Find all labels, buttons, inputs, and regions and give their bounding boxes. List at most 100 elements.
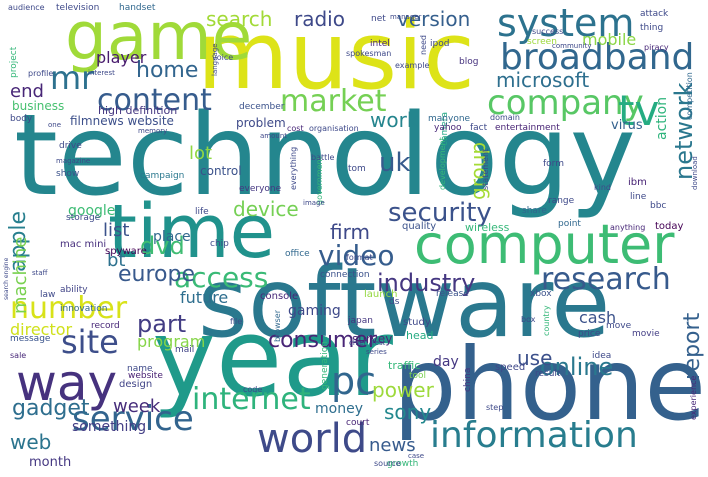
word-statement: statement bbox=[481, 148, 490, 190]
word-move: move bbox=[606, 321, 632, 331]
word-phone: phone bbox=[393, 326, 706, 443]
word-government: government bbox=[315, 156, 324, 205]
word-money: money bbox=[315, 401, 363, 417]
word-ability: ability bbox=[60, 285, 88, 295]
word-speed: speed bbox=[495, 362, 526, 373]
word-business: business bbox=[12, 99, 65, 113]
word-share: share bbox=[522, 206, 547, 216]
word-net: net bbox=[371, 14, 386, 24]
word-generation: generation bbox=[320, 341, 330, 390]
word-head: head bbox=[406, 329, 434, 342]
word-service: service bbox=[72, 399, 194, 439]
word-download: download bbox=[691, 156, 699, 190]
word-box: box bbox=[521, 315, 536, 324]
word-code: code bbox=[243, 385, 263, 394]
word-movie: movie bbox=[632, 329, 660, 339]
word-handset: handset bbox=[119, 3, 156, 13]
word-file: file bbox=[230, 317, 243, 326]
word-access: access bbox=[174, 261, 269, 294]
word-japan: japan bbox=[348, 316, 373, 326]
word-security: security bbox=[388, 198, 492, 228]
word-mr: mr bbox=[50, 59, 95, 97]
word-computer: computer bbox=[414, 213, 675, 276]
word-browser: browser bbox=[273, 309, 282, 342]
word-life: life bbox=[195, 207, 209, 217]
word-storage: storage bbox=[66, 213, 101, 223]
word-launch: launch bbox=[364, 289, 398, 300]
word-success: success bbox=[532, 27, 564, 36]
word-number: number bbox=[10, 291, 128, 326]
word-pc: pc bbox=[331, 359, 377, 403]
word-end: end bbox=[10, 81, 44, 102]
word-spokesman: spokesman bbox=[346, 49, 392, 58]
word-filmnews-website: filmnews website bbox=[70, 114, 174, 128]
word-blog: blog bbox=[459, 57, 479, 67]
word-memory: memory bbox=[138, 127, 168, 135]
word-high-definition: high definition bbox=[98, 104, 178, 117]
word-sale: sale bbox=[10, 351, 27, 360]
word-system: system bbox=[497, 1, 635, 45]
word-europe: europe bbox=[118, 262, 195, 287]
word-internet: internet bbox=[192, 382, 311, 417]
word-dvd: dvd bbox=[140, 232, 185, 260]
word-message: message bbox=[10, 334, 51, 344]
word-need: need bbox=[419, 35, 428, 55]
word-release: release bbox=[436, 289, 469, 299]
word-web: web bbox=[10, 430, 52, 454]
word-search: search bbox=[206, 7, 273, 31]
word-tom: tom bbox=[348, 164, 366, 174]
word-intel: intel bbox=[370, 39, 390, 49]
word-spyware: spyware bbox=[105, 246, 147, 257]
word-broadband: broadband bbox=[500, 37, 695, 78]
word-result: result bbox=[535, 369, 561, 379]
word-device: device bbox=[233, 197, 299, 221]
word-staff: staff bbox=[32, 269, 48, 277]
word-idea: idea bbox=[592, 351, 612, 361]
word-competition: competition bbox=[685, 72, 694, 120]
word-manyone: manyone bbox=[428, 114, 471, 124]
word-line: line bbox=[630, 192, 647, 202]
word-format: format bbox=[346, 253, 373, 262]
word-piracy: piracy bbox=[644, 43, 669, 52]
word-bbc: bbc bbox=[650, 201, 667, 211]
word-mobile: mobile bbox=[582, 30, 637, 49]
word-traffic: traffic bbox=[388, 359, 421, 372]
word-country: country bbox=[542, 305, 551, 336]
word-cash: cash bbox=[579, 308, 617, 327]
word-radio: radio bbox=[294, 7, 345, 31]
word-future: future bbox=[180, 288, 229, 307]
word-project: project bbox=[9, 46, 19, 78]
word-source: source bbox=[374, 459, 401, 468]
word-tv: tv bbox=[618, 86, 660, 135]
word-campaign: campaign bbox=[140, 171, 185, 181]
word-week: week bbox=[113, 396, 161, 417]
word-chip: chip bbox=[210, 239, 229, 249]
word-price: price bbox=[578, 329, 601, 339]
word-development: development bbox=[438, 137, 447, 190]
word-step: step bbox=[486, 403, 504, 412]
word-director: director bbox=[10, 320, 73, 339]
word-point: point bbox=[558, 219, 581, 229]
word-player: player bbox=[96, 48, 147, 67]
word-interest: interest bbox=[88, 69, 115, 77]
word-program: program bbox=[137, 332, 206, 351]
word-software: software bbox=[198, 247, 611, 359]
word-gadget: gadget bbox=[12, 396, 90, 421]
word-study: study bbox=[403, 317, 431, 328]
word-tool: tool bbox=[409, 371, 427, 381]
word-mail: mail bbox=[175, 345, 195, 355]
word-name: name bbox=[127, 364, 153, 374]
word-lot: lot bbox=[189, 143, 213, 164]
word-record: record bbox=[91, 321, 120, 331]
word-survey: survey bbox=[352, 332, 393, 346]
word-part: part bbox=[137, 310, 187, 338]
word-amount: amount bbox=[260, 132, 288, 140]
word-profile: profile bbox=[28, 69, 54, 78]
word-month: month bbox=[29, 455, 72, 470]
word-machine: machine bbox=[10, 236, 31, 314]
word-world: world bbox=[257, 416, 368, 462]
word-sony: sony bbox=[384, 400, 432, 424]
word-one: one bbox=[48, 121, 62, 129]
word-cost: cost bbox=[287, 124, 304, 133]
